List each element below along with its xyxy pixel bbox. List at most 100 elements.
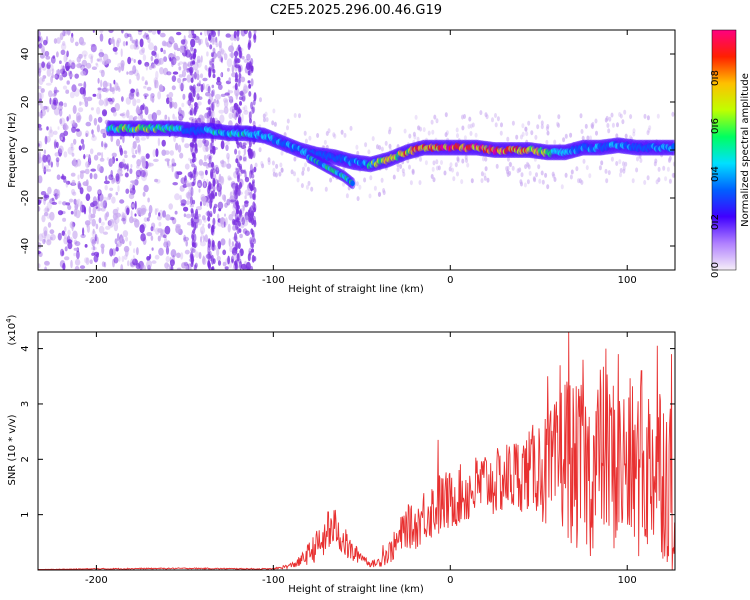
noise-blob bbox=[65, 180, 69, 188]
noise-blob bbox=[98, 51, 105, 58]
noise-blob bbox=[175, 142, 179, 151]
noise-blob bbox=[67, 229, 71, 236]
noise-blob bbox=[145, 34, 150, 40]
noise-blob bbox=[643, 180, 647, 185]
noise-blob bbox=[345, 193, 349, 199]
noise-streak bbox=[192, 229, 196, 235]
noise-blob bbox=[154, 227, 160, 235]
noise-blob bbox=[165, 246, 170, 255]
noise-streak bbox=[239, 181, 242, 189]
noise-blob bbox=[150, 55, 154, 62]
noise-blob bbox=[486, 177, 490, 183]
noise-blob bbox=[166, 97, 170, 105]
noise-blob bbox=[47, 156, 52, 166]
noise-blob bbox=[182, 61, 187, 65]
noise-blob bbox=[103, 180, 110, 185]
noise-blob bbox=[591, 124, 594, 130]
noise-blob bbox=[46, 168, 52, 172]
noise-blob bbox=[66, 50, 69, 58]
noise-blob bbox=[65, 180, 71, 185]
y-tick-label: 0 bbox=[20, 147, 31, 153]
noise-streak bbox=[252, 193, 256, 200]
noise-blob bbox=[388, 129, 391, 135]
noise-blob bbox=[153, 158, 159, 162]
noise-blob bbox=[106, 157, 110, 161]
noise-streak bbox=[212, 47, 216, 54]
noise-blob bbox=[480, 171, 484, 177]
noise-blob bbox=[95, 62, 98, 66]
noise-blob bbox=[125, 97, 132, 105]
noise-blob bbox=[608, 116, 612, 122]
noise-blob bbox=[229, 34, 235, 41]
noise-blob bbox=[102, 60, 108, 66]
noise-streak bbox=[193, 106, 197, 115]
noise-blob bbox=[144, 61, 150, 67]
noise-blob bbox=[411, 170, 415, 175]
noise-blob bbox=[569, 132, 573, 138]
noise-blob bbox=[129, 35, 133, 42]
noise-streak bbox=[212, 73, 216, 79]
noise-blob bbox=[452, 176, 456, 182]
noise-blob bbox=[91, 129, 94, 135]
noise-blob bbox=[206, 200, 209, 207]
noise-blob bbox=[172, 113, 175, 120]
noise-blob bbox=[99, 69, 104, 74]
noise-blob bbox=[581, 135, 585, 141]
noise-blob bbox=[71, 179, 76, 186]
noise-streak bbox=[210, 30, 214, 36]
noise-streak bbox=[191, 220, 195, 227]
noise-blob bbox=[534, 134, 538, 140]
noise-blob bbox=[431, 129, 435, 135]
noise-streak bbox=[236, 252, 240, 262]
noise-blob bbox=[78, 145, 82, 151]
noise-blob bbox=[635, 167, 639, 173]
spectrogram-x-label: Height of straight line (km) bbox=[288, 284, 424, 295]
noise-blob bbox=[154, 178, 159, 183]
noise-blob bbox=[293, 156, 297, 162]
noise-streak bbox=[250, 101, 254, 110]
noise-blob bbox=[182, 77, 187, 81]
noise-streak bbox=[248, 64, 252, 72]
noise-blob bbox=[324, 186, 328, 192]
noise-blob bbox=[105, 225, 111, 230]
noise-blob bbox=[70, 142, 74, 149]
noise-blob bbox=[220, 48, 225, 55]
noise-blob bbox=[216, 99, 219, 105]
chart-title: C2E5.2025.296.00.46.G19 bbox=[270, 3, 442, 18]
noise-blob bbox=[430, 174, 434, 179]
noise-blob bbox=[349, 125, 353, 131]
noise-blob bbox=[91, 239, 96, 247]
noise-blob bbox=[494, 113, 497, 118]
noise-blob bbox=[538, 178, 542, 184]
noise-blob bbox=[46, 68, 52, 77]
noise-blob bbox=[594, 118, 598, 124]
y-tick-label: 4 bbox=[20, 345, 31, 351]
noise-streak bbox=[233, 30, 237, 39]
noise-blob bbox=[228, 214, 234, 221]
noise-blob bbox=[198, 159, 204, 166]
noise-blob bbox=[521, 131, 525, 137]
noise-blob bbox=[55, 69, 62, 75]
noise-blob bbox=[90, 168, 96, 172]
noise-blob bbox=[378, 191, 382, 197]
noise-blob bbox=[524, 126, 528, 132]
noise-blob bbox=[134, 39, 137, 47]
noise-blob bbox=[540, 170, 544, 176]
noise-blob bbox=[254, 162, 258, 168]
noise-blob bbox=[369, 175, 373, 181]
noise-blob bbox=[169, 150, 174, 156]
noise-blob bbox=[560, 184, 564, 190]
noise-streak bbox=[211, 101, 215, 112]
noise-blob bbox=[225, 33, 231, 38]
noise-streak bbox=[253, 92, 257, 102]
noise-blob bbox=[176, 267, 182, 270]
noise-blob bbox=[427, 130, 431, 136]
noise-blob bbox=[229, 245, 233, 253]
noise-blob bbox=[243, 147, 247, 156]
noise-blob bbox=[115, 212, 122, 218]
noise-blob bbox=[40, 101, 43, 110]
noise-blob bbox=[73, 138, 77, 145]
noise-blob bbox=[101, 246, 105, 255]
noise-streak bbox=[208, 155, 212, 164]
